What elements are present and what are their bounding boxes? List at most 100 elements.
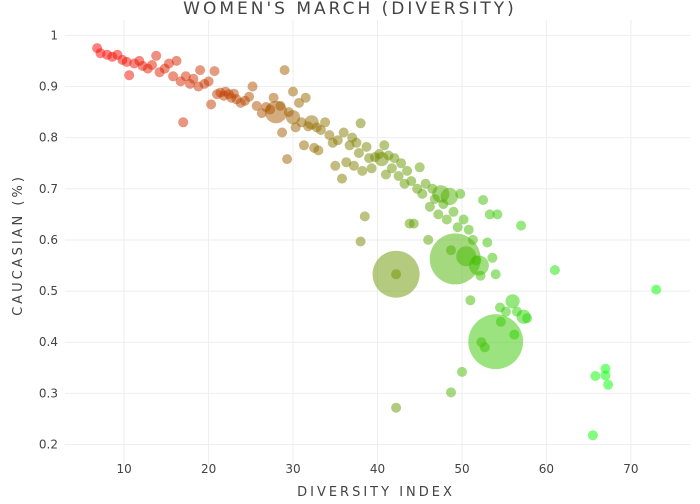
scatter-point[interactable]: [393, 171, 404, 181]
scatter-point[interactable]: [324, 130, 335, 141]
scatter-point[interactable]: [171, 55, 182, 66]
scatter-point[interactable]: [279, 65, 290, 76]
scatter-point[interactable]: [522, 313, 532, 324]
scatter-point[interactable]: [206, 99, 217, 110]
scatter-point[interactable]: [355, 118, 366, 129]
scatter-point[interactable]: [209, 66, 220, 77]
scatter-point[interactable]: [429, 233, 481, 285]
scatter-point[interactable]: [516, 220, 527, 231]
scatter-point[interactable]: [332, 135, 343, 146]
scatter-point[interactable]: [427, 183, 438, 194]
scatter-point[interactable]: [509, 329, 520, 340]
scatter-point[interactable]: [303, 121, 314, 132]
scatter-point[interactable]: [288, 86, 298, 97]
scatter-point[interactable]: [465, 295, 476, 306]
scatter-point[interactable]: [549, 265, 560, 276]
scatter-point[interactable]: [359, 211, 370, 222]
scatter-point[interactable]: [448, 206, 459, 217]
scatter-point[interactable]: [124, 70, 135, 81]
scatter-point[interactable]: [357, 165, 368, 176]
scatter-point[interactable]: [455, 188, 466, 199]
scatter-point[interactable]: [282, 154, 293, 165]
scatter-point[interactable]: [482, 237, 493, 248]
scatter-point[interactable]: [420, 178, 431, 189]
scatter-point[interactable]: [468, 314, 524, 370]
scatter-point[interactable]: [151, 50, 162, 61]
scatter-point[interactable]: [380, 169, 391, 180]
scatter-point[interactable]: [275, 100, 286, 111]
scatter-point[interactable]: [423, 234, 434, 245]
scatter-point[interactable]: [495, 316, 506, 327]
scatter-point[interactable]: [315, 125, 326, 135]
scatter-point[interactable]: [479, 342, 490, 353]
scatter-point[interactable]: [188, 73, 199, 84]
scatter-point[interactable]: [414, 162, 425, 173]
scatter-point[interactable]: [505, 294, 520, 309]
scatter-point[interactable]: [203, 76, 214, 87]
scatter-point[interactable]: [402, 165, 413, 176]
scatter-point[interactable]: [320, 117, 331, 128]
scatter-point[interactable]: [603, 379, 614, 390]
scatter-point[interactable]: [366, 163, 377, 174]
scatter-point[interactable]: [391, 269, 402, 280]
scatter-point[interactable]: [438, 199, 449, 210]
scatter-point[interactable]: [487, 252, 498, 263]
scatter-point[interactable]: [433, 209, 444, 220]
scatter-point[interactable]: [492, 209, 503, 220]
scatter-point[interactable]: [353, 148, 364, 158]
scatter-point[interactable]: [244, 91, 255, 102]
scatter-point[interactable]: [458, 214, 469, 225]
scatter-point[interactable]: [283, 107, 294, 118]
scatter-point[interactable]: [467, 234, 478, 245]
scatter-point[interactable]: [265, 104, 276, 115]
scatter-point[interactable]: [355, 236, 366, 247]
scatter-point[interactable]: [277, 127, 288, 138]
scatter-point[interactable]: [374, 149, 385, 159]
scatter-point[interactable]: [147, 60, 157, 70]
scatter-point[interactable]: [180, 71, 191, 82]
scatter-point[interactable]: [163, 58, 174, 69]
scatter-point[interactable]: [452, 222, 463, 233]
scatter-point[interactable]: [511, 306, 522, 317]
scatter-point[interactable]: [463, 224, 474, 235]
scatter-point[interactable]: [424, 201, 435, 212]
scatter-point[interactable]: [379, 140, 390, 151]
scatter-point[interactable]: [348, 160, 359, 171]
scatter-point[interactable]: [446, 245, 456, 256]
scatter-point[interactable]: [590, 371, 601, 381]
scatter-point[interactable]: [341, 157, 352, 168]
scatter-point[interactable]: [417, 188, 428, 199]
scatter-point[interactable]: [313, 145, 324, 156]
scatter-point[interactable]: [351, 137, 362, 148]
scatter-point[interactable]: [178, 117, 189, 128]
scatter-point[interactable]: [195, 65, 206, 76]
scatter-point[interactable]: [268, 92, 279, 103]
scatter-point[interactable]: [337, 173, 347, 184]
scatter-point[interactable]: [251, 100, 262, 111]
scatter-point[interactable]: [651, 284, 662, 295]
scatter-point[interactable]: [457, 366, 467, 377]
scatter-point[interactable]: [587, 430, 598, 441]
scatter-point[interactable]: [406, 176, 417, 187]
scatter-point[interactable]: [478, 195, 489, 205]
scatter-point[interactable]: [121, 56, 132, 67]
scatter-point[interactable]: [475, 270, 486, 281]
scatter-point[interactable]: [361, 141, 372, 152]
scatter-point[interactable]: [471, 255, 482, 266]
scatter-point[interactable]: [386, 163, 397, 174]
scatter-point[interactable]: [441, 214, 452, 225]
scatter-point[interactable]: [299, 140, 309, 151]
scatter-point[interactable]: [391, 402, 402, 413]
scatter-point[interactable]: [500, 306, 511, 317]
scatter-point[interactable]: [330, 160, 341, 171]
scatter-point[interactable]: [408, 218, 419, 229]
scatter-point[interactable]: [168, 71, 179, 82]
scatter-point[interactable]: [338, 127, 349, 138]
scatter-point[interactable]: [300, 92, 311, 103]
scatter-point[interactable]: [600, 370, 611, 381]
scatter-point[interactable]: [247, 81, 258, 92]
scatter-point[interactable]: [396, 158, 407, 169]
scatter-point[interactable]: [429, 194, 440, 204]
scatter-point[interactable]: [484, 209, 495, 220]
scatter-point[interactable]: [446, 387, 456, 398]
